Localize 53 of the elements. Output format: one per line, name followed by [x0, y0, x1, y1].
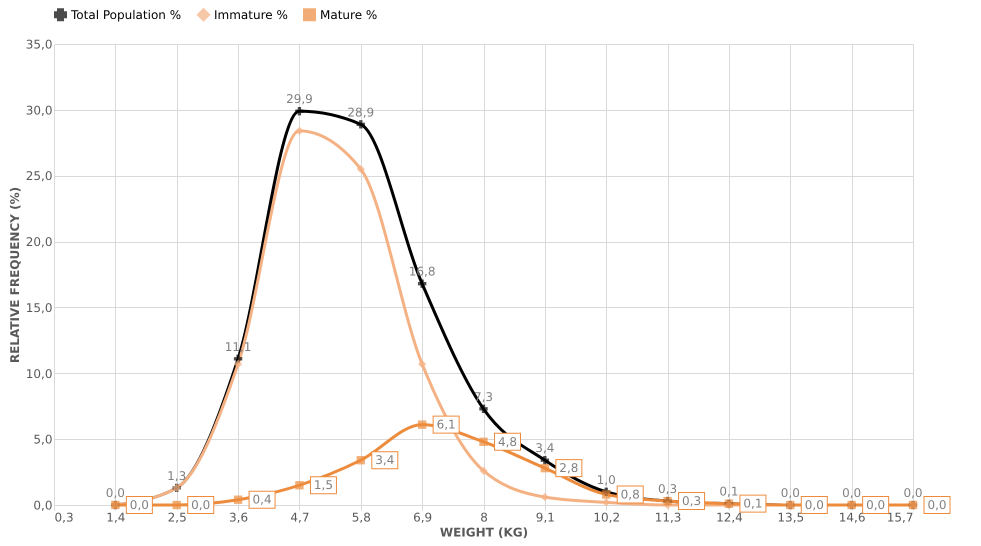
data-label: 4,8 — [498, 434, 518, 449]
x-tick-label: 10,2 — [593, 510, 620, 524]
data-label: 28,9 — [347, 105, 374, 120]
x-tick-label: 3,6 — [229, 510, 248, 524]
data-label: 0,3 — [658, 482, 678, 496]
data-label: 1,5 — [314, 478, 333, 492]
x-tick-label: 12,4 — [716, 510, 743, 524]
x-tick-label: 9,1 — [536, 510, 555, 524]
x-tick-label: 1,4 — [106, 510, 126, 524]
y-tick-label: 20,0 — [26, 235, 52, 250]
y-tick-label: 5,0 — [33, 432, 52, 447]
data-label: 0,3 — [682, 494, 702, 508]
data-label: 3,4 — [375, 453, 394, 468]
x-tick-label: 0,3 — [54, 510, 74, 524]
data-label: 6,1 — [436, 418, 456, 432]
y-tick-label: 15,0 — [26, 300, 52, 315]
legend-label: Total Population % — [70, 8, 182, 22]
data-label: 1,3 — [167, 468, 186, 483]
x-tick-label: 15,7 — [886, 510, 914, 524]
y-tick-label: 0,0 — [33, 498, 52, 512]
data-label: 0,0 — [780, 486, 800, 500]
y-tick-label: 30,0 — [26, 103, 52, 118]
y-tick-label: 35,0 — [26, 38, 52, 52]
x-tick-label: 11,3 — [654, 510, 682, 524]
data-label: 0,8 — [620, 487, 640, 502]
x-tick-label: 6,9 — [413, 510, 432, 524]
legend-label: Immature % — [214, 8, 288, 22]
data-label: 1,0 — [596, 472, 616, 487]
data-label: 3,4 — [535, 441, 554, 456]
data-label: 0,0 — [130, 498, 149, 512]
x-tick-label: 4,7 — [290, 510, 310, 524]
data-label: 0,0 — [903, 486, 923, 500]
data-label: 29,9 — [286, 92, 313, 106]
y-tick-label: 10,0 — [26, 366, 52, 381]
data-label: 0,0 — [842, 486, 862, 500]
data-label: 0,1 — [743, 496, 762, 511]
data-label: 0,1 — [719, 484, 738, 499]
data-label: 0,0 — [106, 486, 125, 500]
y-tick-label: 25,0 — [26, 169, 52, 184]
data-label: 0,0 — [191, 498, 210, 512]
data-label: 0,0 — [927, 498, 947, 512]
legend-label: Mature % — [320, 8, 378, 22]
x-tick-label: 2,5 — [168, 510, 187, 524]
x-tick-label: 5,8 — [352, 510, 371, 524]
x-tick-label: 14,6 — [838, 510, 866, 524]
data-label: 0,0 — [866, 498, 886, 512]
x-tick-label: 13,5 — [777, 510, 804, 524]
x-tick-label: 8 — [480, 510, 488, 524]
y-axis-title: RELATIVE FREQUENCY (%) — [8, 186, 22, 364]
x-axis-title: WEIGHT (KG) — [440, 526, 528, 540]
data-label: 0,0 — [804, 498, 824, 512]
data-label: 2,8 — [559, 461, 578, 476]
data-label: 0,4 — [252, 492, 272, 507]
